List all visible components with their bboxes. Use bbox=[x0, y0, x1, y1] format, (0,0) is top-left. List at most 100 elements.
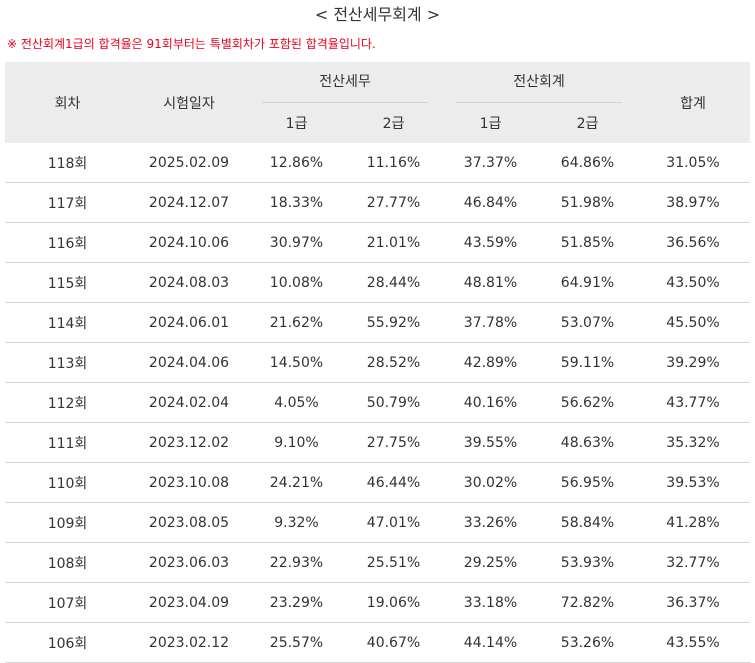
header-tax-grade1: 1급 bbox=[248, 103, 345, 143]
cell-total-rate: 43.55% bbox=[636, 622, 750, 663]
cell-tax-grade1-rate: 4.05% bbox=[248, 382, 345, 423]
header-group-tax-label: 전산세무 bbox=[262, 62, 428, 103]
cell-tax-grade2-rate: 55.92% bbox=[345, 302, 442, 343]
cell-tax-grade2-rate: 25.51% bbox=[345, 542, 442, 583]
table-row: 106회 2023.02.12 25.57% 40.67% 44.14% 53.26% 43… bbox=[5, 622, 750, 663]
cell-round: 109회 bbox=[5, 502, 130, 543]
table-row: 114회 2024.06.01 21.62% 55.92% 37.78% 53.07% 45… bbox=[5, 302, 750, 343]
cell-exam-date: 2024.12.07 bbox=[130, 182, 248, 223]
table-row: 111회 2023.12.02 9.10% 27.75% 39.55% 48.63% 35.… bbox=[5, 422, 750, 463]
cell-tax-grade2-rate: 46.44% bbox=[345, 462, 442, 503]
cell-accounting-grade2-rate: 59.11% bbox=[539, 342, 636, 383]
cell-accounting-grade1-rate: 33.18% bbox=[442, 582, 539, 623]
table-row: 110회 2023.10.08 24.21% 46.44% 30.02% 56.95% 39… bbox=[5, 462, 750, 503]
cell-accounting-grade1-rate: 30.02% bbox=[442, 462, 539, 503]
cell-tax-grade1-rate: 22.93% bbox=[248, 542, 345, 583]
cell-round: 110회 bbox=[5, 462, 130, 503]
cell-tax-grade2-rate: 28.52% bbox=[345, 342, 442, 383]
cell-exam-date: 2024.10.06 bbox=[130, 222, 248, 263]
cell-accounting-grade1-rate: 40.16% bbox=[442, 382, 539, 423]
table-row: 109회 2023.08.05 9.32% 47.01% 33.26% 58.84% 41.… bbox=[5, 502, 750, 543]
cell-tax-grade1-rate: 23.29% bbox=[248, 582, 345, 623]
cell-total-rate: 38.97% bbox=[636, 182, 750, 223]
table-row: 115회 2024.08.03 10.08% 28.44% 48.81% 64.91% 43… bbox=[5, 262, 750, 303]
cell-accounting-grade2-rate: 51.85% bbox=[539, 222, 636, 263]
table-header: 회차 시험일자 전산세무 전산회계 합계 1급 2급 1급 2급 bbox=[5, 62, 750, 143]
cell-accounting-grade2-rate: 48.63% bbox=[539, 422, 636, 463]
cell-accounting-grade1-rate: 39.55% bbox=[442, 422, 539, 463]
cell-exam-date: 2024.02.04 bbox=[130, 382, 248, 423]
cell-exam-date: 2024.08.03 bbox=[130, 262, 248, 303]
header-round: 회차 bbox=[5, 62, 130, 143]
cell-exam-date: 2023.04.09 bbox=[130, 582, 248, 623]
cell-total-rate: 45.50% bbox=[636, 302, 750, 343]
cell-round: 112회 bbox=[5, 382, 130, 423]
cell-accounting-grade2-rate: 56.95% bbox=[539, 462, 636, 503]
cell-tax-grade1-rate: 25.57% bbox=[248, 622, 345, 663]
cell-accounting-grade2-rate: 53.07% bbox=[539, 302, 636, 343]
header-total: 합계 bbox=[636, 62, 750, 143]
cell-round: 113회 bbox=[5, 342, 130, 383]
cell-accounting-grade2-rate: 53.93% bbox=[539, 542, 636, 583]
cell-total-rate: 36.37% bbox=[636, 582, 750, 623]
pass-rate-notice: ※ 전산회계1급의 합격율은 91회부터는 특별회차가 포함된 합격율입니다. bbox=[7, 37, 376, 51]
cell-exam-date: 2023.08.05 bbox=[130, 502, 248, 543]
cell-accounting-grade2-rate: 72.82% bbox=[539, 582, 636, 623]
header-tax-grade2: 2급 bbox=[345, 103, 442, 143]
cell-tax-grade2-rate: 19.06% bbox=[345, 582, 442, 623]
cell-tax-grade1-rate: 30.97% bbox=[248, 222, 345, 263]
cell-tax-grade2-rate: 47.01% bbox=[345, 502, 442, 543]
cell-tax-grade2-rate: 28.44% bbox=[345, 262, 442, 303]
table-row: 112회 2024.02.04 4.05% 50.79% 40.16% 56.62% 43.… bbox=[5, 382, 750, 423]
cell-round: 117회 bbox=[5, 182, 130, 223]
header-group-accounting: 전산회계 bbox=[442, 62, 636, 103]
pass-rate-table: 회차 시험일자 전산세무 전산회계 합계 1급 2급 1급 2급 118회 202… bbox=[5, 62, 750, 663]
table-body: 118회 2025.02.09 12.86% 11.16% 37.37% 64.86% 31… bbox=[5, 143, 750, 663]
cell-exam-date: 2023.06.03 bbox=[130, 542, 248, 583]
cell-total-rate: 43.77% bbox=[636, 382, 750, 423]
table-row: 116회 2024.10.06 30.97% 21.01% 43.59% 51.85% 36… bbox=[5, 222, 750, 263]
cell-total-rate: 39.53% bbox=[636, 462, 750, 503]
header-group-tax: 전산세무 bbox=[248, 62, 442, 103]
cell-accounting-grade2-rate: 64.91% bbox=[539, 262, 636, 303]
cell-round: 106회 bbox=[5, 622, 130, 663]
cell-tax-grade1-rate: 18.33% bbox=[248, 182, 345, 223]
cell-total-rate: 39.29% bbox=[636, 342, 750, 383]
cell-accounting-grade1-rate: 37.37% bbox=[442, 143, 539, 183]
cell-exam-date: 2024.06.01 bbox=[130, 302, 248, 343]
cell-round: 108회 bbox=[5, 542, 130, 583]
cell-tax-grade1-rate: 12.86% bbox=[248, 143, 345, 183]
header-exam-date: 시험일자 bbox=[130, 62, 248, 143]
cell-round: 111회 bbox=[5, 422, 130, 463]
cell-tax-grade2-rate: 11.16% bbox=[345, 143, 442, 183]
cell-tax-grade1-rate: 10.08% bbox=[248, 262, 345, 303]
table-row: 113회 2024.04.06 14.50% 28.52% 42.89% 59.11% 39… bbox=[5, 342, 750, 383]
cell-tax-grade1-rate: 24.21% bbox=[248, 462, 345, 503]
cell-round: 118회 bbox=[5, 143, 130, 183]
cell-accounting-grade1-rate: 43.59% bbox=[442, 222, 539, 263]
table-row: 118회 2025.02.09 12.86% 11.16% 37.37% 64.86% 31… bbox=[5, 143, 750, 183]
cell-total-rate: 35.32% bbox=[636, 422, 750, 463]
cell-accounting-grade2-rate: 64.86% bbox=[539, 143, 636, 183]
cell-round: 115회 bbox=[5, 262, 130, 303]
cell-exam-date: 2025.02.09 bbox=[130, 143, 248, 183]
table-row: 117회 2024.12.07 18.33% 27.77% 46.84% 51.98% 38… bbox=[5, 182, 750, 223]
cell-accounting-grade2-rate: 53.26% bbox=[539, 622, 636, 663]
cell-accounting-grade2-rate: 56.62% bbox=[539, 382, 636, 423]
cell-accounting-grade1-rate: 46.84% bbox=[442, 182, 539, 223]
header-accounting-grade1: 1급 bbox=[442, 103, 539, 143]
cell-tax-grade2-rate: 27.77% bbox=[345, 182, 442, 223]
cell-accounting-grade2-rate: 58.84% bbox=[539, 502, 636, 543]
header-group-accounting-label: 전산회계 bbox=[456, 62, 622, 103]
cell-tax-grade1-rate: 21.62% bbox=[248, 302, 345, 343]
cell-total-rate: 36.56% bbox=[636, 222, 750, 263]
cell-tax-grade2-rate: 50.79% bbox=[345, 382, 442, 423]
cell-accounting-grade1-rate: 33.26% bbox=[442, 502, 539, 543]
cell-round: 107회 bbox=[5, 582, 130, 623]
cell-accounting-grade1-rate: 37.78% bbox=[442, 302, 539, 343]
cell-total-rate: 32.77% bbox=[636, 542, 750, 583]
header-accounting-grade2: 2급 bbox=[539, 103, 636, 143]
cell-total-rate: 43.50% bbox=[636, 262, 750, 303]
table-row: 107회 2023.04.09 23.29% 19.06% 33.18% 72.82% 36… bbox=[5, 582, 750, 623]
cell-tax-grade1-rate: 9.32% bbox=[248, 502, 345, 543]
